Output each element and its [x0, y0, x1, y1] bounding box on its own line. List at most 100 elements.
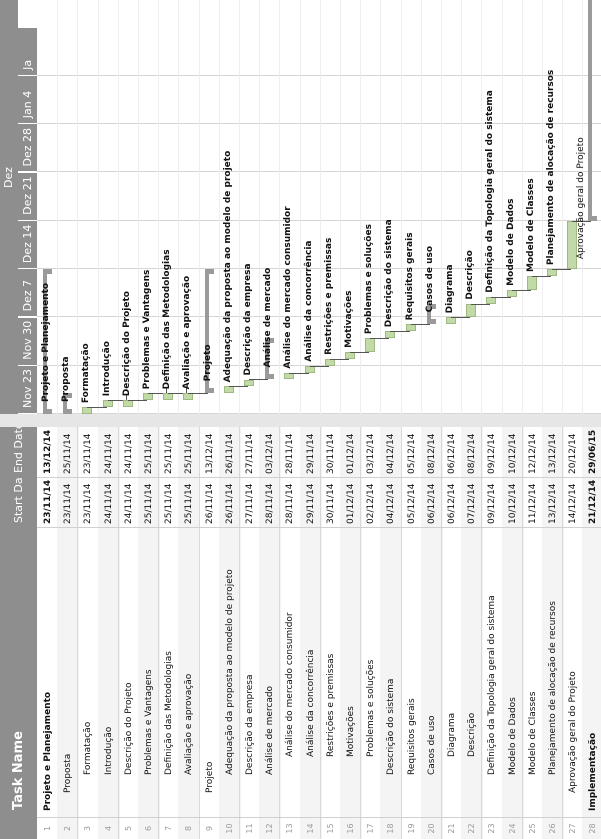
task-row[interactable]: 25 Modelo de Classes 11/12/14 12/12/14 — [521, 427, 544, 839]
task-bar[interactable] — [345, 351, 355, 359]
task-row[interactable]: 19 Requisitos gerais 05/12/14 05/12/14 — [400, 427, 423, 839]
task-end-date: 25/11/14 — [63, 433, 74, 474]
task-name: Casos de uso — [420, 527, 443, 817]
task-row-number: 1 — [37, 817, 59, 839]
task-row[interactable]: 24 Modelo de Dados 10/12/14 10/12/14 — [501, 427, 524, 839]
header-task-name[interactable]: Task Name — [0, 527, 37, 817]
task-row-number: 21 — [441, 817, 463, 839]
task-end-date: 24/11/14 — [123, 433, 134, 474]
task-bar[interactable] — [324, 358, 335, 366]
task-name: Diagrama — [441, 527, 463, 817]
task-row[interactable]: 11 Descrição da empresa 27/11/14 27/11/14 — [239, 427, 261, 839]
task-end-date: 26/11/14 — [224, 433, 235, 474]
task-row[interactable]: 16 Motivações 01/12/14 01/12/14 — [340, 427, 362, 839]
timeline-week-header: Dez 21 — [18, 172, 37, 221]
task-bar[interactable] — [405, 324, 416, 332]
bar-label: Definição das Metodologias — [162, 249, 173, 390]
task-bar[interactable] — [223, 386, 234, 394]
task-row[interactable]: 17 Problemas e soluções 02/12/14 03/12/14 — [360, 427, 383, 839]
grid-timeline-divider[interactable] — [0, 414, 601, 427]
task-bar[interactable] — [304, 365, 315, 373]
bar-label: Análise de mercado — [263, 267, 274, 368]
task-bar[interactable] — [102, 400, 113, 408]
task-start-date: 23/11/14 — [77, 477, 100, 527]
task-row[interactable]: 22 Descrição 07/12/14 08/12/14 — [461, 427, 484, 839]
timeline-week-header: Ja — [18, 27, 37, 76]
task-name: Análise da concorrência — [299, 527, 322, 817]
timeline-row-divider — [77, 0, 79, 414]
task-row-number: 13 — [279, 817, 302, 839]
task-row-number: 24 — [501, 817, 524, 839]
task-row[interactable]: 14 Análise da concorrência 29/11/14 29/11/1… — [299, 427, 322, 839]
bar-label: Modelo de Dados — [505, 198, 516, 286]
header-end-date[interactable]: End Date — [0, 422, 37, 477]
task-end-date: 25/11/14 — [184, 433, 195, 474]
bar-label: Projeto e Planejamento — [41, 282, 51, 402]
task-start-date: 07/12/14 — [461, 477, 484, 527]
summary-bar-cap — [43, 409, 52, 414]
task-start-date: 25/11/14 — [158, 477, 181, 527]
task-name: Proposta — [57, 527, 80, 817]
task-row-number: 2 — [57, 817, 80, 839]
task-end-date: 08/12/14 — [426, 433, 437, 474]
task-row[interactable]: 28 Implementação 21/12/14 29/06/15 — [582, 427, 601, 839]
bar-label: Proposta — [61, 356, 72, 402]
task-end-date: 04/12/14 — [386, 433, 397, 474]
timeline-row-divider — [501, 0, 503, 414]
summary-bar-cap — [43, 269, 52, 275]
task-name: Modelo de Dados — [501, 527, 524, 817]
task-bar[interactable] — [183, 393, 194, 401]
task-row[interactable]: 3 Formatação 23/11/14 23/11/14 — [77, 427, 100, 839]
summary-bar-cap — [63, 409, 73, 414]
task-bar[interactable] — [82, 407, 93, 414]
task-row[interactable]: 10 Adequação da proposta ao modelo de pro… — [218, 427, 241, 839]
task-start-date: 05/12/14 — [400, 477, 423, 527]
task-row[interactable]: 23 Definição da Topologia geral do sistem… — [481, 427, 504, 839]
task-bar[interactable] — [506, 289, 517, 297]
task-row[interactable]: 26 Planejamento de alocação de recursos 13… — [542, 427, 564, 839]
task-start-date: 14/12/14 — [562, 477, 585, 527]
task-row[interactable]: 8 Avaliação e aprovação 25/11/14 25/11/14 — [178, 427, 201, 839]
header-start-date[interactable]: Start Date — [0, 466, 37, 527]
task-bar[interactable] — [446, 317, 456, 325]
task-row[interactable]: 9 Projeto 26/11/14 13/12/14 — [198, 427, 221, 839]
task-bar[interactable] — [547, 269, 557, 276]
bar-label: Modelo de Classes — [525, 178, 536, 272]
task-bar[interactable] — [466, 303, 477, 318]
task-row-number: 5 — [117, 817, 140, 839]
task-bar[interactable] — [365, 338, 376, 352]
bar-label: Aprovação geral do Projeto — [576, 137, 587, 260]
task-bar[interactable] — [163, 393, 174, 401]
task-name: Definição das Metodologias — [158, 527, 181, 817]
task-end-date: 12/12/14 — [527, 433, 538, 474]
task-name: Restrições e premissas — [319, 527, 342, 817]
task-row[interactable]: 7 Definição das Metodologias 25/11/14 25/11… — [158, 427, 181, 839]
task-name: Avaliação e aprovação — [178, 527, 201, 817]
task-row-number: 7 — [158, 817, 181, 839]
summary-bar[interactable] — [588, 0, 593, 221]
task-row[interactable]: 2 Proposta 23/11/14 25/11/14 — [57, 427, 80, 839]
task-row[interactable]: 18 Descrição do sistema 04/12/14 04/12/14 — [380, 427, 403, 839]
bar-label: Análise da concorrência — [303, 240, 314, 362]
task-row[interactable]: 1 Projeto e Planejamento 23/11/14 13/12/14 — [37, 427, 59, 839]
task-bar[interactable] — [122, 400, 133, 408]
task-row[interactable]: 4 Introdução 24/11/14 24/11/14 — [97, 427, 120, 839]
task-row[interactable]: 5 Descrição do Projeto 24/11/14 24/11/14 — [117, 427, 140, 839]
task-bar[interactable] — [486, 296, 497, 304]
task-row[interactable]: 6 Problemas e Vantagens 25/11/14 25/11/14 — [138, 427, 160, 839]
timeline-week-label: Ja — [21, 59, 34, 70]
task-bar[interactable] — [385, 331, 396, 339]
task-bar[interactable] — [284, 372, 295, 380]
task-bar[interactable] — [526, 276, 537, 290]
task-row[interactable]: 12 Análise de mercado 28/11/14 03/12/14 — [259, 427, 282, 839]
task-bar[interactable] — [244, 379, 254, 387]
task-row-number: 9 — [198, 817, 221, 839]
task-row[interactable]: 27 Aprovação geral do Projeto 14/12/14 20/1… — [562, 427, 585, 839]
task-bar[interactable] — [143, 393, 153, 401]
task-row[interactable]: 15 Restrições e premissas 30/11/14 30/11/14 — [319, 427, 342, 839]
task-row[interactable]: 13 Análise do mercado consumidor 28/11/14 2… — [279, 427, 302, 839]
task-start-date: 10/12/14 — [501, 477, 524, 527]
timeline-row-divider — [279, 0, 281, 414]
task-row[interactable]: 21 Diagrama 06/12/14 06/12/14 — [441, 427, 463, 839]
task-row[interactable]: 20 Casos de uso 06/12/14 08/12/14 — [420, 427, 443, 839]
